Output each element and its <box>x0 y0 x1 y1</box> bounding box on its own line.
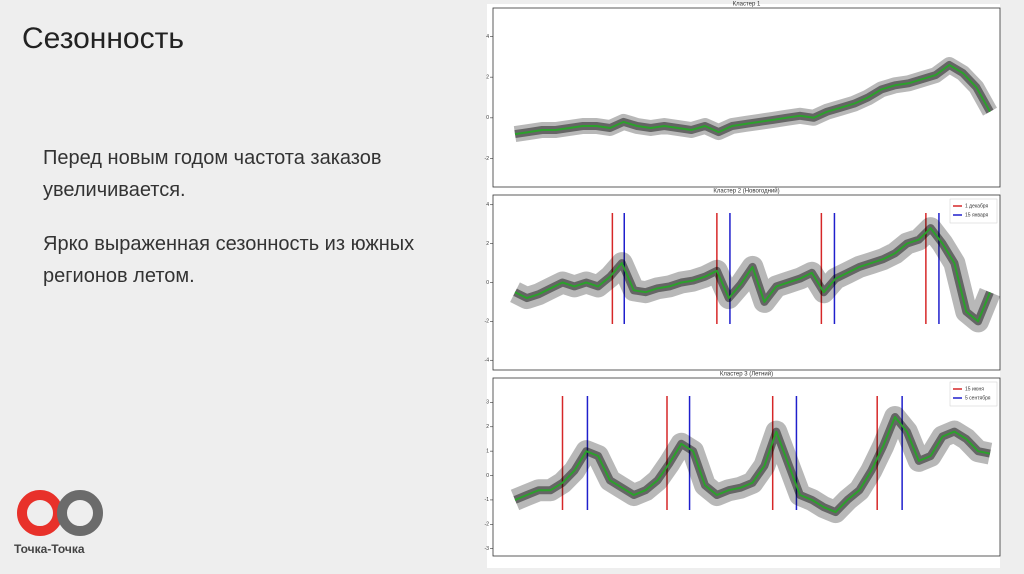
y-tick-label: 2 <box>486 424 489 430</box>
mean-line <box>514 64 991 136</box>
y-tick-label: 2 <box>486 241 489 247</box>
plot-frame <box>492 377 1001 557</box>
chart-title: Кластер 2 (Новогодний) <box>713 188 779 195</box>
legend-label: 5 сентября <box>965 395 991 401</box>
y-tick-label: 4 <box>486 34 489 40</box>
mean-line <box>514 416 991 514</box>
y-tick-label: -1 <box>485 497 490 503</box>
y-tick-label: 0 <box>486 115 489 121</box>
y-tick-label: -2 <box>485 522 490 528</box>
mean-line <box>514 227 991 323</box>
chart-title: Кластер 3 (Летний) <box>720 371 773 378</box>
legend-label: 15 июня <box>965 386 984 392</box>
y-tick-label: -3 <box>485 546 490 552</box>
y-tick-label: -2 <box>485 319 490 325</box>
legend-box <box>949 381 998 407</box>
y-tick-label: 0 <box>486 280 489 286</box>
y-tick-label: 2 <box>486 74 489 80</box>
legend-label: 1 декабря <box>965 203 989 209</box>
y-tick-label: -2 <box>485 156 490 162</box>
logo: Точка-Точка <box>14 490 103 556</box>
y-tick-label: 4 <box>486 202 489 208</box>
y-tick-label: 1 <box>486 448 489 454</box>
y-tick-label: -4 <box>485 358 490 364</box>
slide-title: Сезонность <box>22 22 184 55</box>
y-tick-label: 0 <box>486 473 489 479</box>
logo-text: Точка-Точка <box>14 542 85 556</box>
paragraph: Ярко выраженная сезонность из южных реги… <box>43 233 415 287</box>
chart-title: Кластер 1 <box>733 2 761 8</box>
paragraph: Перед новым годом частота заказов увелич… <box>43 147 382 201</box>
legend-label: 15 января <box>965 212 989 218</box>
logo-circle <box>57 490 103 536</box>
y-tick-label: 3 <box>486 400 489 406</box>
legend-box <box>949 198 998 224</box>
plot-frame <box>492 7 1001 188</box>
